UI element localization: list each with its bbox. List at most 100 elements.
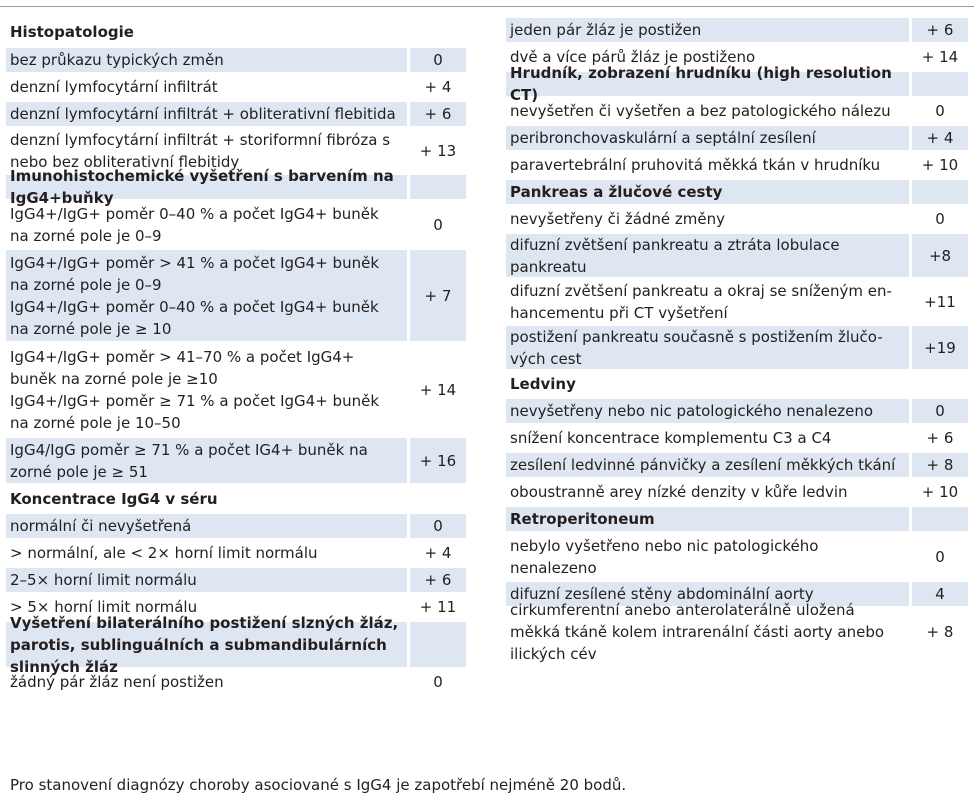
score-value: 0: [410, 514, 466, 538]
table-row: nebylo vyšetřeno nebo nic patologického …: [506, 534, 968, 579]
section-header: Histopatologie: [6, 18, 466, 45]
criterion-text: nebylo vyšetřeno nebo nic patologického …: [510, 536, 819, 577]
table-row: nevyšetřeny či žádné změny 0: [506, 207, 968, 231]
section-title: Histopatologie: [10, 22, 134, 41]
score-value: [410, 18, 466, 45]
table-row: bez průkazu typických změn 0: [6, 48, 466, 72]
table-row: denzní lymfocytární infiltrát + storifor…: [6, 129, 466, 172]
table-row: paravertebrální pruhovitá měkká tkán v h…: [506, 153, 968, 177]
score-value: 0: [935, 210, 945, 228]
criterion-text: denzní lymfocytární infiltrát + storifor…: [10, 130, 391, 171]
section-header: Vyšetření bilaterálního postižení slznýc…: [6, 614, 466, 676]
score-value: [410, 622, 466, 667]
section-title: Ledviny: [510, 375, 576, 393]
score-value: [410, 486, 466, 511]
criterion-text: 2–5× horní limit normálu: [6, 568, 407, 592]
criterion-text: denzní lymfocytární infiltrát + oblitera…: [6, 102, 407, 126]
criterion-text: žádný pár žláz není postižen: [10, 673, 224, 691]
section-header: Ledviny: [506, 372, 968, 396]
section-title: Pankreas a žlučové cesty: [506, 180, 909, 204]
score-value: + 11: [419, 598, 457, 616]
right-column: jeden pár žláz je postižen + 6 dvě a více …: [506, 18, 968, 663]
score-value: + 8: [926, 622, 954, 641]
score-value: 0: [410, 48, 466, 72]
score-value: + 16: [410, 438, 466, 483]
score-value: + 4: [912, 126, 968, 150]
score-value: +11: [924, 292, 956, 311]
criterion-text: bez průkazu typických změn: [6, 48, 407, 72]
criterion-text: normální či nevyšetřená: [6, 514, 407, 538]
criterion-text: postižení pankreatu současně s postižení…: [506, 326, 909, 369]
top-rule: [0, 6, 974, 7]
section-title: Retroperitoneum: [506, 507, 909, 531]
table-row: > normální, ale < 2× horní limit normálu…: [6, 541, 466, 565]
criterion-text: denzní lymfocytární infiltrát: [10, 78, 218, 96]
table-row: zesílení ledvinné pánvičky a zesílení mě…: [506, 453, 968, 477]
table-row: denzní lymfocytární infiltrát + oblitera…: [6, 102, 466, 126]
table-row: IgG4+/IgG+ poměr > 41 % a počet IgG4+ bu…: [6, 250, 466, 341]
score-value: + 6: [926, 429, 954, 447]
criterion-text: jeden pár žláz je postižen: [506, 18, 909, 42]
score-value: 4: [912, 582, 968, 606]
table-row: oboustranně arey nízké denzity v kůře le…: [506, 480, 968, 504]
criterion-line: IgG4+/IgG+ poměr > 41 % a počet IgG4+ bu…: [10, 253, 380, 294]
criterion-text: paravertebrální pruhovitá měkká tkán v h…: [510, 156, 881, 174]
section-header: Imunohistochemické vyšetření s barvením …: [6, 167, 466, 207]
score-value: + 6: [912, 18, 968, 42]
criterion-line: IgG4+/IgG+ poměr 0–40 % a počet IgG4+ bu…: [10, 297, 379, 338]
score-value: [912, 180, 968, 204]
criterion-text: IgG4/IgG poměr ≥ 71 % a počet IG4+ buněk…: [6, 438, 407, 483]
table-row: žádný pár žláz není postižen 0: [6, 670, 466, 694]
table-row: cirkumferentní anebo anterolaterálně ulo…: [506, 600, 968, 663]
criterion-line: IgG4+/IgG+ poměr ≥ 71 % a počet IgG4+ bu…: [10, 391, 380, 432]
table-row: difuzní zvětšení pankreatu a okraj se sn…: [506, 280, 968, 323]
criterion-text: dvě a více párů žláz je postiženo: [510, 48, 756, 66]
section-title: Koncentrace IgG4 v séru: [10, 489, 218, 508]
criterion-text: nevyšetřeny či žádné změny: [510, 210, 726, 228]
score-value: + 10: [921, 483, 959, 501]
criterion-text: > normální, ale < 2× horní limit normálu: [10, 544, 318, 562]
section-title: Imunohistochemické vyšetření s barvením …: [6, 167, 407, 207]
score-value: 0: [433, 673, 443, 691]
table-row: snížení koncentrace komplementu C3 a C4 +…: [506, 426, 968, 450]
table-row: denzní lymfocytární infiltrát + 4: [6, 75, 466, 99]
score-value: + 4: [424, 544, 452, 562]
section-title: Vyšetření bilaterálního postižení slznýc…: [6, 614, 407, 676]
criterion-text: IgG4+/IgG+ poměr > 41–70 % a počet IgG4+…: [6, 344, 407, 435]
table-row: dvě a více párů žláz je postiženo + 14: [506, 45, 968, 69]
table-row: difuzní zvětšení pankreatu a ztráta lobu…: [506, 234, 968, 277]
score-value: + 8: [912, 453, 968, 477]
score-value: 0: [935, 102, 945, 120]
score-value: + 14: [921, 48, 959, 66]
criterion-text: difuzní zvětšení pankreatu a okraj se sn…: [510, 281, 892, 322]
criterion-text: difuzní zvětšení pankreatu a ztráta lobu…: [506, 234, 909, 277]
criterion-text: cirkumferentní anebo anterolaterálně ulo…: [510, 600, 885, 663]
section-header: Retroperitoneum: [506, 507, 968, 531]
score-value: [912, 372, 968, 396]
score-value: [410, 175, 466, 199]
table-row: peribronchovaskulární a septální zesílen…: [506, 126, 968, 150]
table-row: nevyšetřen či vyšetřen a bez patologické…: [506, 99, 968, 123]
section-header: Pankreas a žlučové cesty: [506, 180, 968, 204]
section-title: Hrudník, zobrazení hrudníku (high resolu…: [506, 64, 909, 104]
criterion-text: peribronchovaskulární a septální zesílen…: [506, 126, 909, 150]
table-row: nevyšetřeny nebo nic patologického nenal…: [506, 399, 968, 423]
score-value: + 14: [419, 380, 457, 399]
table-row: > 5× horní limit normálu + 11: [6, 595, 466, 619]
criterion-text: nevyšetřeny nebo nic patologického nenal…: [506, 399, 909, 423]
criterion-text: > 5× horní limit normálu: [10, 598, 198, 616]
criterion-text: oboustranně arey nízké denzity v kůře le…: [510, 483, 848, 501]
score-value: [912, 72, 968, 96]
criterion-text: IgG4+/IgG+ poměr > 41 % a počet IgG4+ bu…: [6, 250, 407, 341]
score-value: 0: [433, 215, 443, 234]
criterion-text: difuzní zesílené stěny abdominální aorty: [506, 582, 909, 606]
table-row: normální či nevyšetřená 0: [6, 514, 466, 538]
table-row: IgG4+/IgG+ poměr > 41–70 % a počet IgG4+…: [6, 344, 466, 435]
table-row: IgG4+/IgG+ poměr 0–40 % a počet IgG4+ bu…: [6, 202, 466, 247]
table-row: jeden pár žláz je postižen + 6: [506, 18, 968, 42]
table-row: difuzní zesílené stěny abdominální aorty…: [506, 582, 968, 606]
score-value: + 7: [410, 250, 466, 341]
score-value: + 4: [424, 78, 452, 96]
footnote: Pro stanovení diagnózy choroby asociovan…: [10, 776, 627, 794]
criterion-text: nevyšetřen či vyšetřen a bez patologické…: [510, 102, 891, 120]
